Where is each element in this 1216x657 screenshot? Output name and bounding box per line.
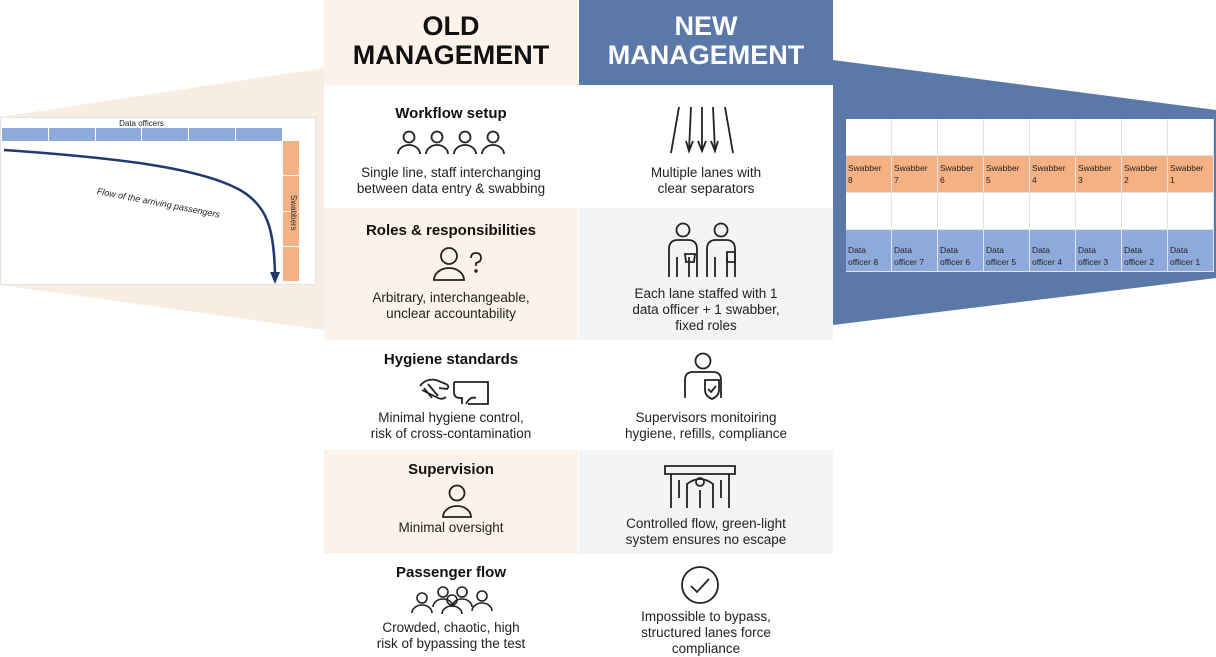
hygiene-new-desc: Supervisors monitoiring hygiene, refills… xyxy=(624,410,788,441)
data-officer-label: Data officer 7 xyxy=(894,245,925,267)
passenger-old-cell: Passenger flow Crowded, chaotic, high ri… xyxy=(324,554,578,654)
new-lane-grid: Swabber 8 Swabber 7 Swabber 6 Swabber 5 Swab… xyxy=(846,119,1214,272)
data-officer-label: Data officer 4 xyxy=(1032,245,1063,267)
old-header-line2: MANAGEMENT xyxy=(352,40,550,70)
old-lane-diagram xyxy=(0,117,316,285)
data-officer-label: Data officer 2 xyxy=(1124,245,1155,267)
four-people-icon xyxy=(396,129,508,155)
flow-arrow-icon xyxy=(3,148,280,284)
swabbers-label: Swabbers xyxy=(289,195,298,231)
multiple-lanes-icon xyxy=(669,105,735,155)
crowd-icon xyxy=(410,586,500,614)
old-management-header: OLD MANAGEMENT xyxy=(324,0,578,85)
swabber-label: Swabber 5 xyxy=(986,163,1020,185)
roles-new-desc: Each lane staffed with 1 data officer + … xyxy=(632,286,780,333)
lane-empty-cell xyxy=(938,119,984,156)
swabber-cell: Swabber 1 xyxy=(1168,156,1214,193)
data-officer-label: Data officer 6 xyxy=(940,245,971,267)
lane-empty-cell xyxy=(984,193,1030,230)
swabber-label: Swabber 3 xyxy=(1078,163,1112,185)
workflow-new-cell: Multiple lanes with clear separators xyxy=(579,85,833,208)
hygiene-new-cell: Supervisors monitoiring hygiene, refills… xyxy=(579,340,833,450)
passenger-old-desc: Crowded, chaotic, high risk of bypassing… xyxy=(376,620,526,651)
roles-old-cell: Roles & responsibilities Arbitrary, inte… xyxy=(324,208,578,340)
hygiene-old-cell: Hygiene standards Minimal hygiene contro… xyxy=(324,340,578,450)
single-person-icon xyxy=(442,484,472,518)
new-header-line2: MANAGEMENT xyxy=(607,40,805,70)
workflow-old-desc: Single line, staff interchanging between… xyxy=(356,165,546,196)
hand-wash-icon xyxy=(418,376,492,406)
data-officer-label: Data officer 5 xyxy=(986,245,1017,267)
swabber-cell: Swabber 6 xyxy=(938,156,984,193)
swabber-cell: Swabber 2 xyxy=(1122,156,1168,193)
new-header-line1: NEW xyxy=(674,11,738,41)
check-circle-icon xyxy=(680,565,720,605)
new-management-header: NEW MANAGEMENT xyxy=(579,0,833,85)
data-officer-cell: Data officer 1 xyxy=(1168,230,1214,272)
swabber-cell: Swabber 7 xyxy=(892,156,938,193)
supervision-new-cell: Controlled flow, green-light system ensu… xyxy=(579,450,833,554)
lane-empty-cell xyxy=(1076,119,1122,156)
lane-empty-cell xyxy=(846,119,892,156)
swabber-cell: Swabber 4 xyxy=(1030,156,1076,193)
roles-title: Roles & responsibilities xyxy=(365,222,537,239)
supervision-title: Supervision xyxy=(408,461,494,478)
roles-old-desc: Arbitrary, interchangeable, unclear acco… xyxy=(372,290,530,321)
passenger-title: Passenger flow xyxy=(395,564,507,581)
lane-empty-cell xyxy=(1122,119,1168,156)
swabber-label: Swabber 4 xyxy=(1032,163,1066,185)
data-officer-cell: Data officer 7 xyxy=(892,230,938,272)
data-officers-label: Data officers xyxy=(119,119,164,128)
supervision-new-desc: Controlled flow, green-light system ensu… xyxy=(625,516,787,547)
data-officer-cell: Data officer 6 xyxy=(938,230,984,272)
lane-empty-cell xyxy=(984,119,1030,156)
swabber-label: Swabber 6 xyxy=(940,163,974,185)
old-header-line1: OLD xyxy=(422,11,480,41)
swabbers-column xyxy=(283,141,299,282)
supervision-old-cell: Supervision Minimal oversight xyxy=(324,450,578,554)
swabber-cell: Swabber 5 xyxy=(984,156,1030,193)
data-officers-bar xyxy=(2,128,283,141)
swabber-label: Swabber 8 xyxy=(848,163,882,185)
data-officer-cell: Data officer 4 xyxy=(1030,230,1076,272)
lane-empty-cell xyxy=(938,193,984,230)
gate-icon xyxy=(663,464,737,510)
data-officer-cell: Data officer 3 xyxy=(1076,230,1122,272)
swabber-cell: Swabber 8 xyxy=(846,156,892,193)
data-officer-cell: Data officer 5 xyxy=(984,230,1030,272)
swabber-label: Swabber 7 xyxy=(894,163,928,185)
lane-empty-cell xyxy=(1030,119,1076,156)
lane-empty-cell xyxy=(1168,193,1214,230)
data-officer-label: Data officer 8 xyxy=(848,245,879,267)
swabber-label: Swabber 2 xyxy=(1124,163,1158,185)
lane-empty-cell xyxy=(892,119,938,156)
lane-empty-cell xyxy=(1122,193,1168,230)
hygiene-old-desc: Minimal hygiene control, risk of cross-c… xyxy=(370,410,532,441)
data-officer-label: Data officer 3 xyxy=(1078,245,1109,267)
person-question-icon xyxy=(432,246,484,282)
data-officer-label: Data officer 1 xyxy=(1170,245,1201,267)
passenger-new-desc: Impossible to bypass, structured lanes f… xyxy=(641,609,771,656)
lane-empty-cell xyxy=(892,193,938,230)
supervision-old-desc: Minimal oversight xyxy=(398,520,504,535)
data-officer-cell: Data officer 2 xyxy=(1122,230,1168,272)
roles-new-cell: Each lane staffed with 1 data officer + … xyxy=(579,208,833,340)
workflow-title: Workflow setup xyxy=(395,105,507,122)
swabber-label: Swabber 1 xyxy=(1170,163,1204,185)
hygiene-title: Hygiene standards xyxy=(383,351,519,368)
data-officer-cell: Data officer 8 xyxy=(846,230,892,272)
two-staff-icon xyxy=(665,222,741,280)
lane-empty-cell xyxy=(1076,193,1122,230)
lane-empty-cell xyxy=(1030,193,1076,230)
workflow-new-desc: Multiple lanes with clear separators xyxy=(650,165,762,196)
passenger-new-cell: Impossible to bypass, structured lanes f… xyxy=(579,554,833,656)
supervisor-shield-icon xyxy=(683,352,725,400)
lane-empty-cell xyxy=(1168,119,1214,156)
lane-empty-cell xyxy=(846,193,892,230)
swabber-cell: Swabber 3 xyxy=(1076,156,1122,193)
workflow-old-cell: Workflow setup Single line, staff interc… xyxy=(324,85,578,208)
